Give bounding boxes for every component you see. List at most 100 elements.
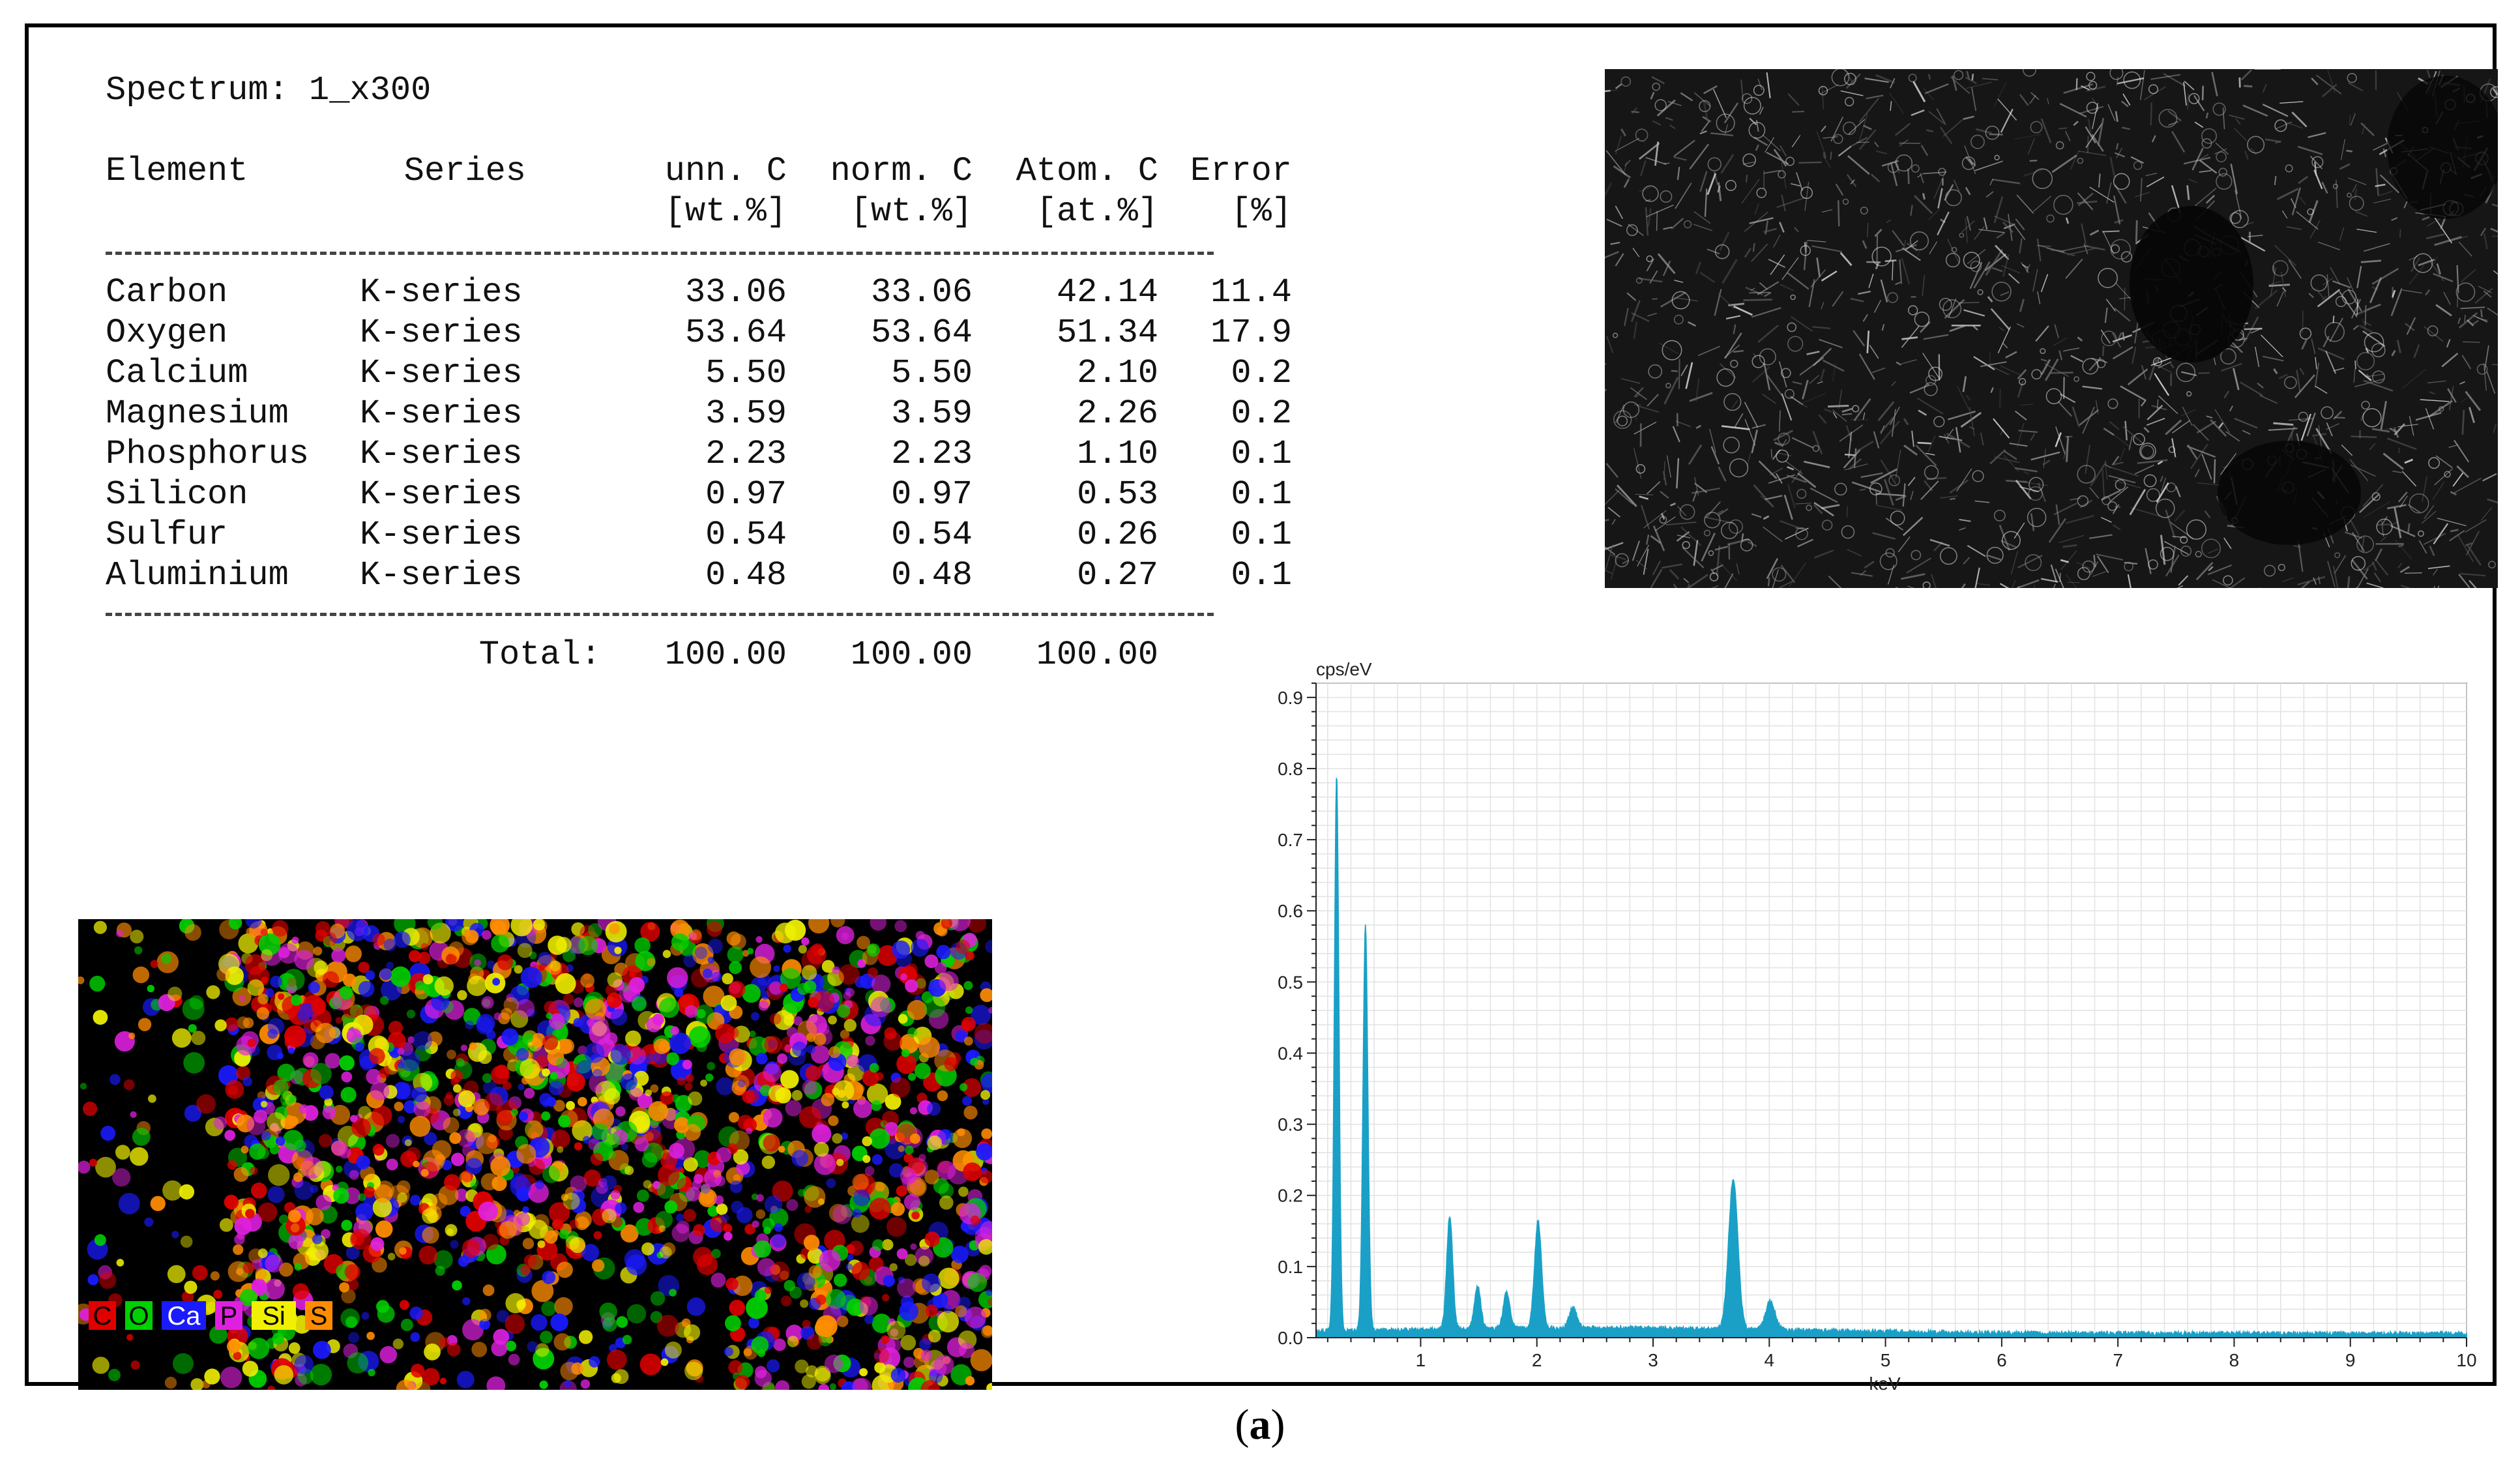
map-dots: [78, 919, 992, 1390]
y-tick-label: 0.0: [1278, 1328, 1303, 1348]
header-error: Error: [1190, 152, 1292, 190]
cell-error: 0.1: [1231, 435, 1292, 473]
cell-series: K-series: [360, 354, 523, 392]
legend-swatch: [215, 1301, 242, 1330]
cell-error: 17.9: [1210, 314, 1292, 352]
cell-atom: 0.53: [1077, 475, 1158, 514]
cell-series: K-series: [360, 435, 523, 473]
cell-norm: 0.54: [891, 516, 973, 554]
y-tick-label: 0.5: [1278, 972, 1303, 992]
spectrum-series: [1315, 778, 2467, 1338]
unit-error: [%]: [1231, 192, 1292, 231]
x-tick-label: 7: [2113, 1350, 2123, 1370]
cell-norm: 2.23: [891, 435, 973, 473]
y-tick-label: 0.3: [1278, 1115, 1303, 1135]
y-tick-label: 0.6: [1278, 901, 1303, 921]
header-unn: unn. C: [664, 152, 787, 190]
legend-swatch: [305, 1301, 332, 1330]
peak-point: [1572, 1315, 1574, 1317]
cell-atom: 51.34: [1056, 314, 1158, 352]
peak-point: [1732, 1187, 1735, 1190]
x-tick-label: 8: [2229, 1350, 2240, 1370]
cell-unn: 0.54: [705, 516, 787, 554]
table-row: Oxygen K-series 53.64 53.64 51.34 17.9: [106, 313, 1292, 353]
spectrum-label: Spectrum: 1_x300: [106, 71, 432, 110]
table-total-row: Total: 100.00 100.00 100.00: [106, 635, 1158, 675]
y-tick-label: 0.9: [1278, 688, 1303, 708]
cell-atom: 2.26: [1077, 394, 1158, 433]
cell-norm: 5.50: [891, 354, 973, 392]
legend-label: C: [93, 1302, 112, 1330]
x-tick-label: 2: [1532, 1350, 1542, 1370]
x-axis-label: keV: [1869, 1374, 1901, 1394]
cell-error: 0.1: [1231, 556, 1292, 595]
cell-element: Oxygen: [106, 314, 228, 352]
map-legend: C O Ca P Si S: [89, 1301, 332, 1330]
cell-unn: 5.50: [705, 354, 787, 392]
cell-atom: 0.26: [1077, 516, 1158, 554]
peak-point: [1448, 1222, 1451, 1225]
cell-element: Silicon: [106, 475, 248, 514]
cell-element: Sulfur: [106, 516, 228, 554]
peak-point: [1476, 1294, 1479, 1297]
caption-close-paren: ): [1270, 1401, 1285, 1448]
total-atom: 100.00: [1036, 636, 1158, 674]
cell-element: Calcium: [106, 354, 248, 392]
edx-quantification-table: Spectrum: 1_x300 Element Series unn. C n…: [106, 70, 1292, 674]
cell-error: 11.4: [1210, 273, 1292, 312]
legend-label: Ca: [167, 1302, 201, 1330]
header-series: Series: [403, 152, 526, 190]
x-tick-label: 10: [2456, 1350, 2476, 1370]
table-row: Magnesium K-series 3.59 3.59 2.26 0.2: [106, 394, 1292, 434]
x-tick-label: 6: [1997, 1350, 2007, 1370]
header-norm: norm. C: [830, 152, 973, 190]
cell-element: Aluminium: [106, 556, 289, 595]
y-axis: 0.0 0.1 0.2 0.3 0.4 0.5 0.6 0.7 0.8 0.9: [1278, 683, 1317, 1348]
peak-point: [1537, 1229, 1540, 1232]
header-atom: Atom. C: [1016, 152, 1158, 190]
cell-atom: 42.14: [1056, 273, 1158, 312]
total-norm: 100.00: [850, 636, 973, 674]
table-divider-top: [106, 252, 1214, 255]
cell-unn: 2.23: [705, 435, 787, 473]
legend-swatch: [252, 1301, 296, 1330]
cell-unn: 53.64: [684, 314, 787, 352]
edx-elemental-map: C O Ca P Si S: [78, 919, 992, 1390]
unit-atom: [at.%]: [1036, 192, 1158, 231]
table-row: Carbon K-series 33.06 33.06 42.14 11.4: [106, 272, 1292, 313]
legend-label: P: [220, 1302, 238, 1330]
peak-point: [1769, 1308, 1772, 1310]
total-label: Total:: [478, 636, 601, 674]
y-axis-label: cps/eV: [1316, 659, 1372, 679]
cell-norm: 33.06: [870, 273, 973, 312]
cell-unn: 0.97: [705, 475, 787, 514]
table-row: Phosphorus K-series 2.23 2.23 1.10 0.1: [106, 434, 1292, 475]
table-divider-bottom: [106, 613, 1214, 616]
legend-label: O: [128, 1302, 149, 1330]
table-header-row: Element Series unn. C norm. C Atom. C Er…: [106, 151, 1292, 192]
figure-frame: Spectrum: 1_x300 Element Series unn. C n…: [25, 23, 2498, 1394]
y-tick-label: 0.4: [1278, 1043, 1303, 1063]
table-row: Silicon K-series 0.97 0.97 0.53 0.1: [106, 475, 1292, 515]
y-tick-label: 0.7: [1278, 830, 1303, 850]
cell-element: Carbon: [106, 273, 228, 312]
x-tick-label: 3: [1648, 1350, 1658, 1370]
caption-label: a: [1249, 1401, 1271, 1448]
cell-norm: 53.64: [870, 314, 973, 352]
legend-swatch: [125, 1301, 153, 1330]
y-tick-label: 0.8: [1278, 759, 1303, 779]
sem-pore: [2130, 206, 2253, 362]
sem-pore: [2218, 441, 2361, 545]
sem-micrograph: [1605, 69, 2498, 588]
y-tick-label: 0.1: [1278, 1257, 1303, 1277]
cell-norm: 0.97: [891, 475, 973, 514]
cell-norm: 3.59: [891, 394, 973, 433]
edx-spectrum-chart: 0.0 0.1 0.2 0.3 0.4 0.5 0.6 0.7 0.8 0.9 cps/eV 1 2 3 4…: [1278, 659, 2477, 1394]
cell-error: 0.2: [1231, 394, 1292, 433]
cell-error: 0.2: [1231, 354, 1292, 392]
y-tick-label: 0.2: [1278, 1186, 1303, 1206]
cell-atom: 0.27: [1077, 556, 1158, 595]
sem-pore: [2387, 76, 2498, 219]
cell-unn: 33.06: [684, 273, 787, 312]
cell-series: K-series: [360, 556, 523, 595]
